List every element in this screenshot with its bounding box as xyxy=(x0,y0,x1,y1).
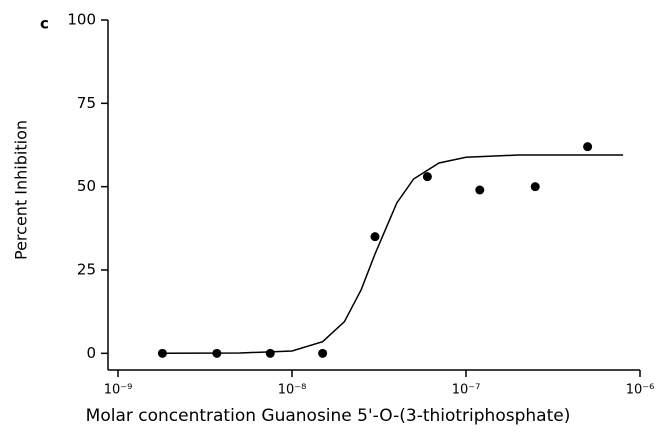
data-point xyxy=(530,182,540,192)
fit-curve xyxy=(162,154,624,355)
data-point xyxy=(265,348,275,358)
x-tick-label: 10⁻⁹ xyxy=(104,383,133,398)
x-tick-label: 10⁻⁸ xyxy=(278,383,307,398)
data-point xyxy=(422,172,432,182)
data-point xyxy=(583,142,593,152)
data-point xyxy=(370,232,380,242)
y-tick-label: 100 xyxy=(67,11,96,29)
y-tick-label: 0 xyxy=(86,344,96,362)
y-tick-label: 25 xyxy=(77,261,96,279)
x-tick-label: 10⁻⁶ xyxy=(626,383,655,398)
data-point xyxy=(157,348,167,358)
data-point xyxy=(475,185,485,195)
panel-label: c xyxy=(40,15,49,33)
y-axis-label: Percent Inhibition xyxy=(12,120,31,260)
y-tick-label: 50 xyxy=(77,177,96,195)
x-axis-label: Molar concentration Guanosine 5'-O-(3-th… xyxy=(86,406,571,426)
y-tick-label: 75 xyxy=(77,94,96,112)
data-point xyxy=(318,348,328,358)
x-tick-label: 10⁻⁷ xyxy=(452,383,481,398)
data-point xyxy=(212,348,222,358)
